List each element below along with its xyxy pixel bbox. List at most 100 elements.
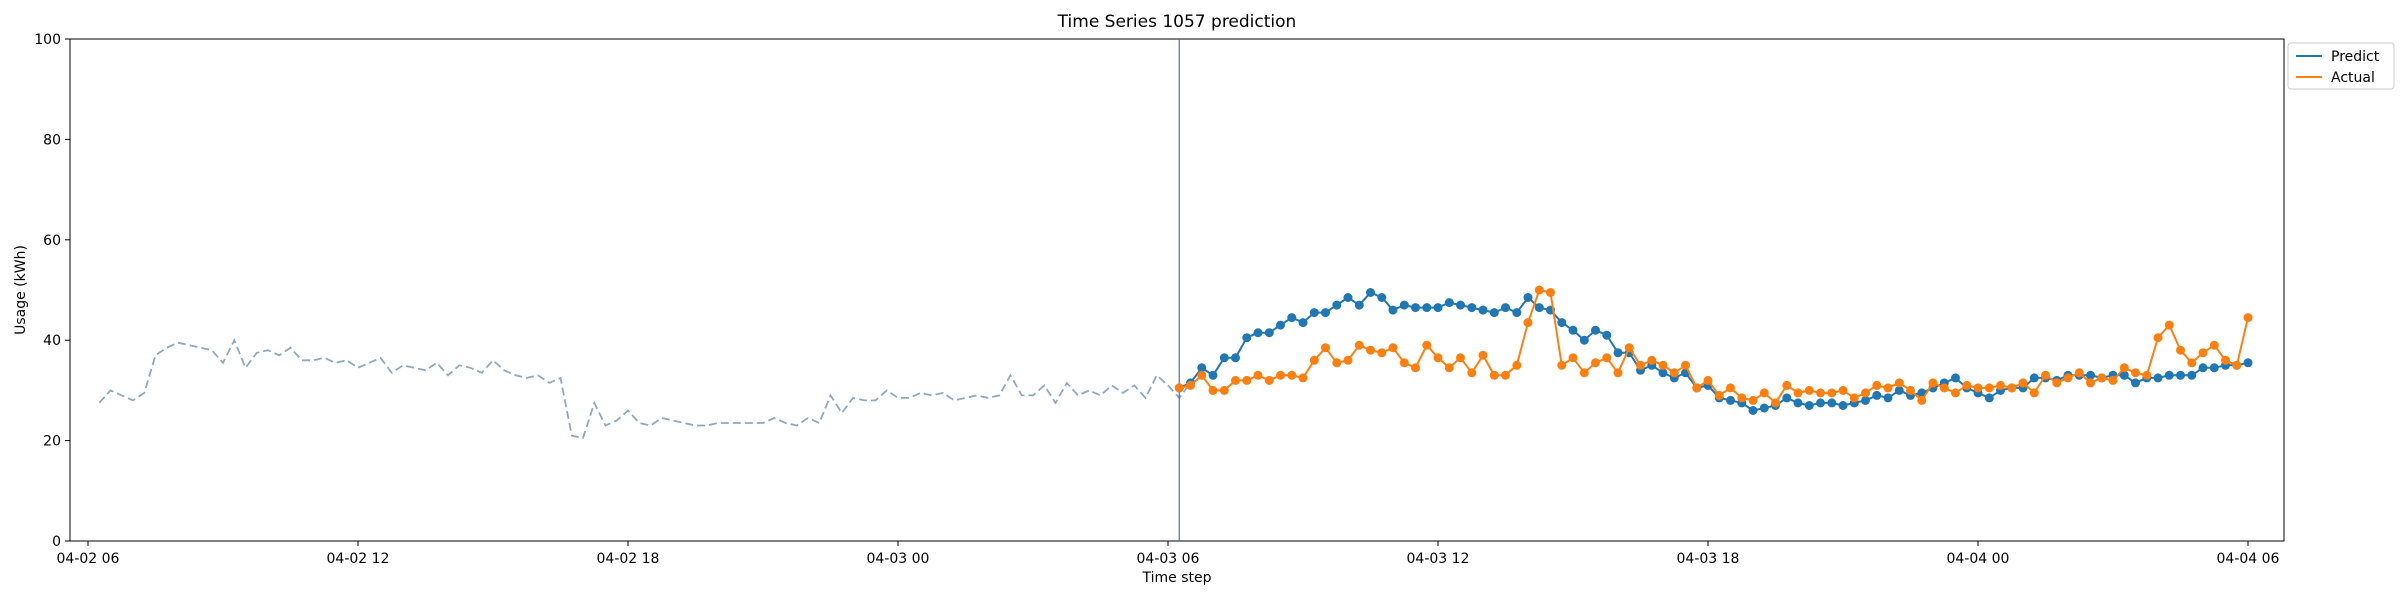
actual-point — [1591, 358, 1600, 368]
actual-point — [1219, 385, 1229, 395]
actual-point — [1231, 375, 1240, 385]
predict-point — [1872, 390, 1882, 400]
actual-point — [1309, 355, 1319, 365]
actual-point — [1242, 375, 1252, 385]
actual-point — [1579, 368, 1589, 378]
actual-point — [1782, 380, 1792, 390]
y-tick-label: 20 — [43, 434, 61, 450]
legend-predict-label: Predict — [2331, 49, 2380, 65]
predict-point — [1512, 308, 1522, 318]
actual-point — [2119, 363, 2129, 373]
actual-point — [2187, 358, 2197, 368]
actual-point — [1759, 388, 1769, 398]
actual-point — [1894, 378, 1904, 388]
actual-point — [1714, 390, 1724, 400]
actual-point — [2153, 333, 2163, 343]
x-tick-label: 04-04 06 — [2217, 551, 2280, 567]
y-tick-label: 80 — [43, 132, 61, 148]
predict-point — [1377, 293, 1387, 302]
predict-point — [1433, 303, 1443, 313]
predict-point — [1501, 303, 1510, 313]
actual-point — [1973, 383, 1983, 393]
predict-point — [1411, 303, 1420, 313]
predict-point — [1816, 398, 1825, 408]
actual-point — [1377, 348, 1387, 358]
predict-point — [1231, 353, 1240, 363]
actual-point — [1962, 380, 1972, 390]
actual-point — [1332, 358, 1342, 368]
actual-point — [1197, 370, 1207, 380]
actual-point — [2243, 313, 2253, 323]
series-layer — [98, 39, 2253, 541]
actual-point — [1343, 355, 1353, 365]
actual-point — [1906, 385, 1915, 395]
actual-point — [1703, 375, 1713, 385]
predict-point — [1838, 401, 1848, 410]
actual-point — [1411, 363, 1420, 373]
actual-point — [2176, 345, 2185, 355]
actual-point — [1366, 345, 1375, 355]
actual-point — [1444, 363, 1454, 373]
predict-point — [1264, 328, 1274, 338]
actual-point — [1838, 385, 1848, 395]
y-axis: 0 20 40 60 80 100 — [34, 32, 70, 550]
actual-point — [2209, 340, 2219, 350]
x-tick-label: 04-02 06 — [57, 551, 120, 567]
actual-point — [1422, 340, 1432, 350]
y-tick-label: 0 — [52, 534, 61, 550]
predict-point — [1478, 305, 1488, 315]
predict-point — [1726, 395, 1735, 405]
predict-point — [1287, 313, 1297, 323]
actual-point — [1737, 393, 1747, 403]
actual-point — [1568, 353, 1578, 363]
predict-point — [2198, 363, 2208, 373]
actual-point — [2108, 375, 2118, 385]
predict-point — [1321, 308, 1330, 318]
actual-point — [2041, 370, 2050, 380]
predict-point — [2119, 370, 2129, 380]
actual-point — [1872, 380, 1882, 390]
legend-actual-label: Actual — [2331, 70, 2375, 86]
predict-point — [1759, 403, 1769, 413]
predict-point — [1658, 368, 1668, 378]
actual-point — [1917, 395, 1927, 405]
actual-point — [1388, 343, 1398, 353]
predict-point — [2029, 373, 2039, 383]
actual-point — [1849, 393, 1859, 403]
predict-point — [1951, 373, 1960, 383]
predict-line — [1178, 291, 2249, 412]
actual-point — [1433, 353, 1443, 363]
actual-point — [1624, 343, 1634, 353]
y-tick-label: 60 — [43, 233, 61, 249]
actual-point — [2232, 360, 2242, 370]
y-tick-label: 100 — [34, 32, 61, 48]
predict-point — [1388, 305, 1398, 315]
actual-point — [2052, 378, 2062, 388]
actual-point — [1321, 343, 1330, 353]
actual-point — [2029, 388, 2039, 398]
actual-point — [1996, 380, 2005, 390]
predict-point — [1602, 330, 1612, 340]
predict-point — [1354, 300, 1364, 310]
actual-point — [1534, 285, 1544, 295]
predict-point — [1579, 335, 1589, 345]
x-tick-label: 04-03 06 — [1137, 551, 1200, 567]
predict-point — [1557, 318, 1567, 328]
predict-point — [1444, 298, 1454, 308]
actual-point — [1354, 340, 1364, 350]
predict-point — [1613, 348, 1623, 358]
actual-point — [1501, 370, 1510, 380]
actual-point — [2164, 320, 2174, 330]
predict-point — [2153, 373, 2163, 383]
actual-point — [2018, 378, 2028, 388]
predict-point — [1219, 353, 1229, 363]
actual-point — [1467, 368, 1477, 378]
y-tick-label: 40 — [43, 333, 61, 349]
actual-point — [2142, 370, 2152, 380]
actual-point — [1827, 388, 1837, 398]
actual-point — [1793, 388, 1803, 398]
predict-point — [2243, 358, 2253, 368]
actual-point — [1186, 380, 1195, 390]
actual-point — [1546, 288, 1555, 297]
actual-point — [1939, 383, 1949, 393]
